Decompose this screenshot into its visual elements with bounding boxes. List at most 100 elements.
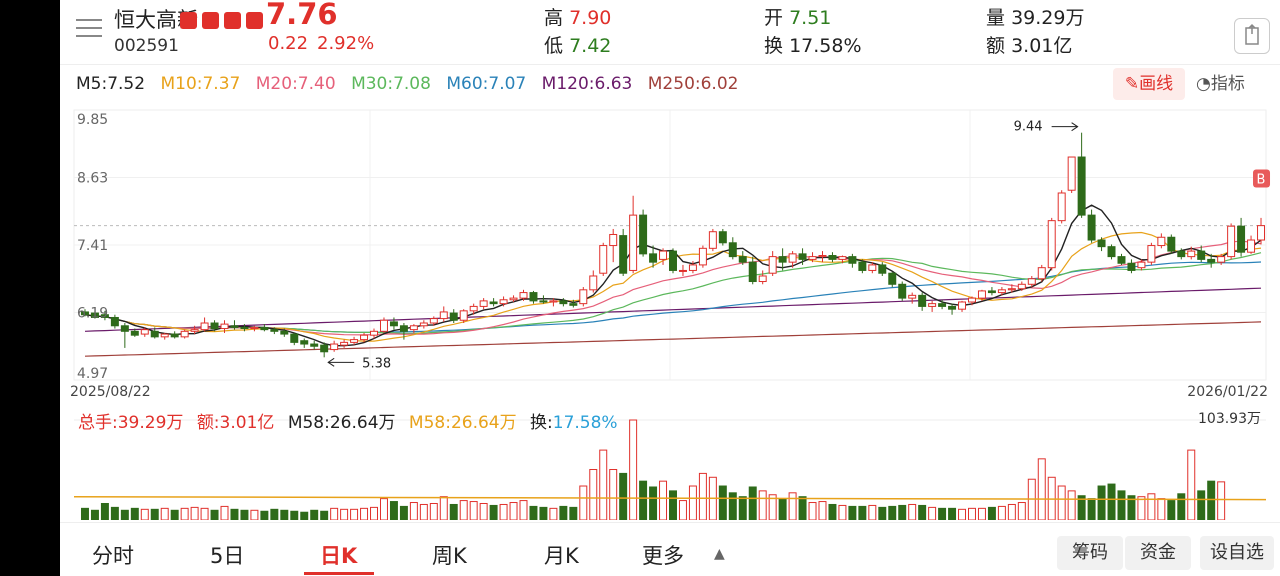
turnover-label: 换 (764, 35, 784, 57)
vol-total-label: 总手:39.29万 (78, 413, 184, 433)
candle-body (389, 321, 398, 327)
volume-bar (1037, 458, 1046, 520)
candle-body (1097, 239, 1106, 248)
vol-amount-label: 额:3.01亿 (196, 413, 275, 433)
volume-bar (549, 507, 558, 520)
candle-body (569, 303, 578, 306)
volume-bar (1187, 449, 1196, 520)
volume-bar (370, 506, 378, 520)
volume-bar (1217, 481, 1226, 520)
high-field: 高 7.90 (544, 3, 611, 30)
stock-connect-tag-icon (224, 12, 241, 29)
volume-bar (898, 504, 907, 520)
stock-code: 002591 (114, 36, 179, 56)
volume-bar (270, 508, 279, 520)
candle-body (449, 312, 458, 321)
share-icon[interactable] (1234, 18, 1270, 54)
candle-body (748, 261, 757, 283)
candle-body (758, 275, 767, 283)
amount-field: 额 3.01亿 (986, 31, 1072, 58)
open-value: 7.51 (789, 7, 832, 29)
candle-body (330, 343, 339, 351)
candle-body (629, 214, 638, 271)
y-tick-label: 9.85 (77, 112, 108, 128)
candle-body (868, 264, 877, 271)
chips-button[interactable]: 筹码 (1057, 536, 1123, 570)
volume-bar (320, 510, 329, 520)
candle-body (1237, 225, 1246, 253)
kline-chart[interactable]: 9.85 8.63 7.41 6.19 4.97 2025/08/22 2026/01/22… (60, 100, 1280, 520)
date-end-label: 2026/01/22 (1187, 384, 1268, 400)
price-change-pct: 2.92% (317, 33, 375, 54)
volume-bar (1067, 490, 1076, 520)
volume-bar (290, 510, 299, 520)
volume-bar (997, 505, 1006, 520)
volume-bar (300, 511, 309, 520)
candle-body (1127, 262, 1136, 271)
volume-bar (330, 507, 339, 520)
candle-body (1057, 192, 1066, 222)
volume-bar (768, 494, 777, 520)
candle-body (110, 316, 119, 327)
volume-bar (1207, 480, 1216, 520)
y-tick-label: 7.41 (77, 238, 108, 254)
volume-bar (140, 508, 149, 520)
ma-legend: M5:7.52 M10:7.37 M20:7.40 M30:7.08 M60:7… (76, 74, 738, 94)
candle-body (908, 294, 917, 299)
volume-bar (738, 496, 747, 520)
tab-daily-k[interactable]: 日K (320, 544, 358, 568)
volume-bar (968, 507, 976, 520)
candle-body (360, 334, 369, 341)
candle-body (808, 256, 817, 260)
candle-body (310, 343, 319, 347)
candle-body (180, 330, 189, 338)
tab-more[interactable]: 更多 (642, 544, 684, 568)
add-watchlist-button[interactable]: 设自选 (1200, 536, 1274, 570)
add-watchlist-label: 设自选 (1210, 542, 1264, 563)
candle-body (230, 325, 239, 328)
volume-bar (360, 507, 369, 520)
volume-bar (439, 496, 448, 520)
candle-body (539, 300, 548, 303)
candle-body (80, 311, 89, 316)
volume-bar (1177, 493, 1186, 520)
tab-5day[interactable]: 5日 (210, 544, 245, 568)
more-caret-icon[interactable]: ▲ (714, 546, 725, 562)
candle-body (439, 311, 448, 320)
candle-body (240, 326, 249, 330)
candle-body (479, 300, 488, 307)
tab-monthly-k[interactable]: 月K (544, 544, 579, 568)
volume-bar (918, 504, 927, 520)
volume-bar (190, 506, 199, 520)
tab-intraday[interactable]: 分时 (92, 544, 134, 568)
funds-button[interactable]: 资金 (1125, 536, 1191, 570)
candle-body (170, 333, 179, 338)
volume-bar (639, 480, 648, 520)
menu-icon[interactable] (76, 16, 102, 40)
candle-body (768, 256, 777, 274)
draw-line-button[interactable]: ✎画线 (1113, 68, 1185, 100)
candle-body (409, 325, 418, 331)
volume-bar (250, 509, 259, 520)
volume-bar (509, 502, 518, 520)
volume-bar (977, 507, 986, 520)
candle-body (1077, 156, 1086, 216)
indicator-button[interactable]: ◔指标 (1196, 69, 1245, 94)
volume-bar (808, 502, 817, 520)
candle-body (429, 318, 438, 324)
volume-bar (958, 508, 967, 520)
volume-bar (1147, 493, 1156, 520)
candle-body (519, 292, 528, 299)
ma10-label: M10:7.37 (160, 74, 241, 94)
candle-body (200, 322, 209, 331)
turnover-field: 换 17.58% (764, 31, 862, 58)
vol-max-label: 103.93万 (1198, 411, 1261, 427)
tab-weekly-k[interactable]: 周K (432, 544, 467, 568)
candle-body (260, 326, 269, 331)
volume-bar (1137, 496, 1146, 520)
candle-body (1047, 220, 1056, 269)
candle-body (968, 297, 976, 303)
volume-bar (629, 419, 638, 520)
candle-body (888, 272, 897, 285)
volume-ma-line (73, 495, 1267, 501)
